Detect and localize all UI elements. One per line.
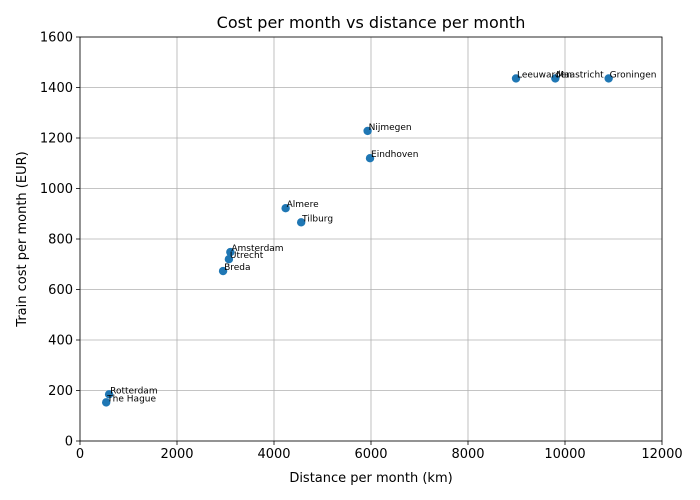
data-point [224, 255, 234, 264]
x-tick-label: 12000 [641, 447, 682, 462]
point-label: Leeuwarden [517, 70, 572, 80]
data-point [363, 126, 372, 136]
point-label: Groningen [610, 70, 657, 80]
point-label: The Hague [106, 394, 156, 404]
tick-layer: 0 2000 4000 6000 8000 10000 12000 0 200 400 600 800… [40, 31, 683, 463]
point-layer [101, 74, 613, 407]
point-label: Tilburg [301, 214, 333, 224]
y-tick-label: 800 [48, 233, 73, 248]
point-label: Nijmegen [369, 123, 412, 133]
point-label: Utrecht [230, 251, 264, 261]
data-point [226, 247, 235, 257]
x-tick-label: 4000 [257, 447, 290, 462]
data-point [365, 154, 375, 163]
y-tick-label: 1600 [40, 31, 73, 46]
x-tick-label: 2000 [160, 447, 193, 462]
x-axis-label: Distance per month (km) [289, 471, 452, 486]
data-point [511, 74, 521, 83]
point-label: Rotterdam [110, 386, 158, 396]
y-tick-label: 1400 [40, 81, 73, 96]
data-point [604, 74, 613, 83]
y-tick-label: 600 [48, 283, 73, 298]
data-point [218, 266, 228, 276]
x-tick-label: 6000 [354, 447, 387, 462]
x-tick-label: 0 [76, 447, 84, 462]
plot-frame [79, 36, 663, 442]
chart-title: Cost per month vs distance per month [217, 13, 526, 32]
x-tick-label: 8000 [451, 447, 484, 462]
y-axis-label: Train cost per month (EUR) [15, 151, 30, 327]
y-tick-label: 400 [48, 334, 73, 349]
data-point [101, 398, 111, 407]
point-label: Breda [224, 263, 250, 273]
data-point [296, 218, 306, 227]
data-point [104, 390, 114, 399]
data-point [551, 74, 560, 83]
point-label: Eindhoven [371, 150, 418, 160]
point-label: Maastricht [556, 70, 604, 80]
data-point [281, 203, 290, 213]
y-tick-label: 1000 [40, 182, 73, 197]
y-tick-label: 200 [48, 384, 73, 399]
y-tick-label: 0 [65, 435, 73, 450]
x-tick-label: 10000 [544, 447, 585, 462]
point-label: Amsterdam [231, 244, 283, 254]
y-tick-label: 1200 [40, 132, 73, 147]
point-label: Almere [287, 200, 319, 210]
